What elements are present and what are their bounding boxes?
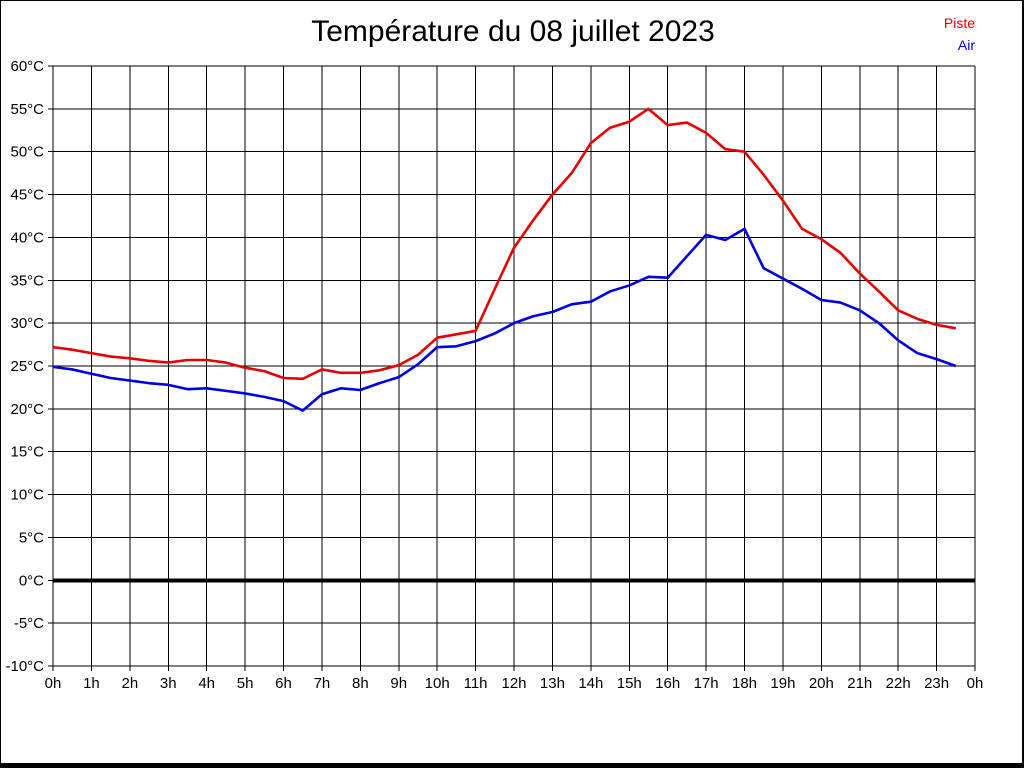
x-tick-label: 10h	[425, 675, 450, 692]
y-tick-label: 45°C	[10, 187, 44, 204]
y-axis-labels: 60°C 55°C 50°C 45°C 40°C 35°C 30°C 25°C 20°C 15°C…	[5, 58, 44, 675]
x-tick-label: 5h	[237, 675, 254, 692]
y-tick-label: 55°C	[10, 101, 44, 118]
y-tick-label: -10°C	[5, 658, 44, 675]
x-tick-label: 15h	[617, 675, 642, 692]
x-tick-label: 8h	[352, 675, 369, 692]
x-tick-label: 16h	[655, 675, 680, 692]
x-tick-label: 4h	[198, 675, 215, 692]
x-tick-label: 1h	[83, 675, 100, 692]
air-line	[52, 227, 957, 412]
x-tick-label: 0h	[45, 675, 62, 692]
legend-item-air: Air	[957, 37, 975, 53]
x-tick-label: 22h	[886, 675, 911, 692]
data-series	[52, 107, 957, 412]
x-tick-label: 21h	[847, 675, 872, 692]
x-tick-label: 7h	[314, 675, 331, 692]
x-tick-label: 20h	[809, 675, 834, 692]
x-tick-label: 18h	[732, 675, 757, 692]
piste-line	[52, 107, 957, 381]
grid-lines	[52, 65, 976, 667]
y-tick-label: 25°C	[10, 358, 44, 375]
x-tick-label: 14h	[578, 675, 603, 692]
x-tick-label: 12h	[501, 675, 526, 692]
y-tick-label: -5°C	[14, 615, 44, 632]
x-tick-label: 6h	[275, 675, 292, 692]
x-tick-label: 23h	[924, 675, 949, 692]
axis-ticks	[48, 65, 976, 671]
x-tick-label: 2h	[121, 675, 138, 692]
chart-legend: Piste Air	[944, 12, 975, 56]
chart-title: Température du 08 juillet 2023	[311, 15, 715, 48]
x-tick-label: 0h	[967, 675, 984, 692]
y-tick-label: 30°C	[10, 315, 44, 332]
y-tick-label: 50°C	[10, 144, 44, 161]
y-tick-label: 15°C	[10, 444, 44, 461]
y-tick-label: 35°C	[10, 272, 44, 289]
y-tick-label: 10°C	[10, 487, 44, 504]
y-tick-label: 20°C	[10, 401, 44, 418]
legend-item-piste: Piste	[943, 15, 975, 31]
y-tick-label: 40°C	[10, 229, 44, 246]
y-tick-label: 5°C	[19, 529, 44, 546]
x-tick-label: 17h	[694, 675, 719, 692]
x-tick-label: 11h	[464, 675, 488, 692]
y-tick-label: 60°C	[10, 58, 44, 75]
x-tick-label: 19h	[770, 675, 795, 692]
x-tick-label: 9h	[390, 675, 407, 692]
x-axis-labels: 0h 1h 2h 3h 4h 5h 6h 7h 8h 9h 10h 11h 12h 13h 14h 15h 16…	[45, 675, 984, 692]
x-tick-label: 13h	[540, 675, 565, 692]
y-tick-label: 0°C	[19, 572, 44, 589]
x-tick-label: 3h	[160, 675, 177, 692]
